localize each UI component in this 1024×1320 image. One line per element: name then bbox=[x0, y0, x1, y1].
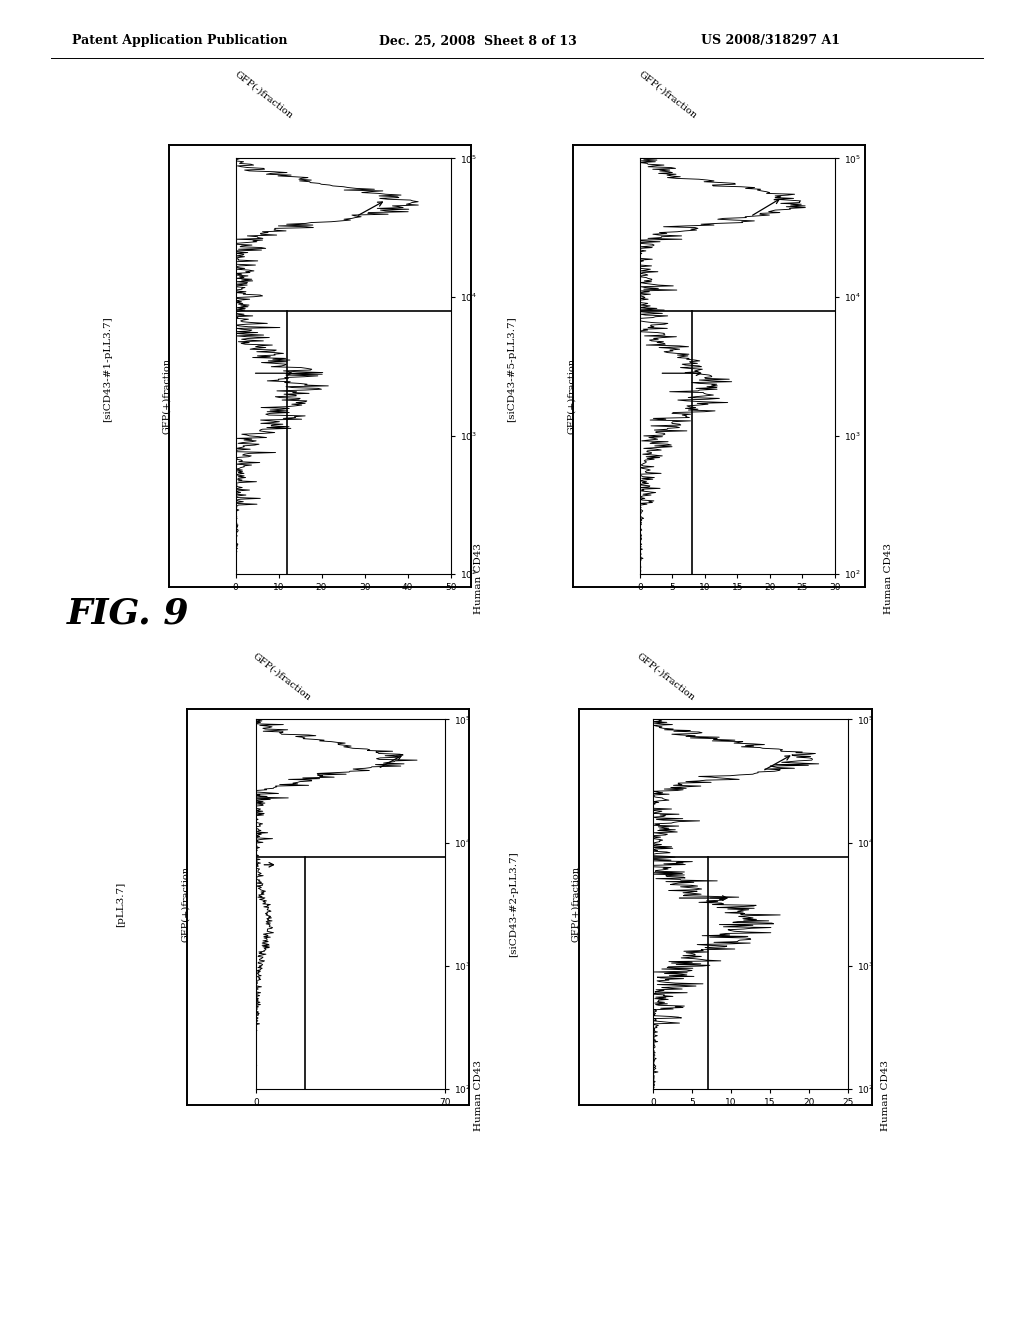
Text: FIG. 9: FIG. 9 bbox=[67, 597, 189, 631]
Text: [pLL3.7]: [pLL3.7] bbox=[117, 882, 125, 927]
Text: Human CD43: Human CD43 bbox=[474, 1060, 482, 1131]
Text: [siCD43-#2-pLL3.7]: [siCD43-#2-pLL3.7] bbox=[510, 851, 518, 957]
Text: GFP(-)fraction: GFP(-)fraction bbox=[635, 652, 696, 702]
Text: GFP(-)fraction: GFP(-)fraction bbox=[251, 652, 312, 702]
Text: Human CD43: Human CD43 bbox=[882, 1060, 890, 1131]
Text: Human CD43: Human CD43 bbox=[885, 543, 893, 614]
Text: [siCD43-#5-pLL3.7]: [siCD43-#5-pLL3.7] bbox=[508, 317, 516, 422]
Text: GFP(-)fraction: GFP(-)fraction bbox=[637, 70, 698, 120]
Text: US 2008/318297 A1: US 2008/318297 A1 bbox=[701, 34, 841, 48]
Text: GFP(+)fraction: GFP(+)fraction bbox=[181, 866, 189, 942]
Text: Patent Application Publication: Patent Application Publication bbox=[72, 34, 287, 48]
Text: GFP(+)fraction: GFP(+)fraction bbox=[163, 358, 171, 434]
Text: [siCD43-#1-pLL3.7]: [siCD43-#1-pLL3.7] bbox=[103, 317, 112, 422]
Text: GFP(+)fraction: GFP(+)fraction bbox=[571, 866, 580, 942]
Text: Human CD43: Human CD43 bbox=[474, 543, 482, 614]
Text: GFP(+)fraction: GFP(+)fraction bbox=[567, 358, 575, 434]
Text: Dec. 25, 2008  Sheet 8 of 13: Dec. 25, 2008 Sheet 8 of 13 bbox=[379, 34, 577, 48]
Text: GFP(-)fraction: GFP(-)fraction bbox=[233, 70, 295, 120]
